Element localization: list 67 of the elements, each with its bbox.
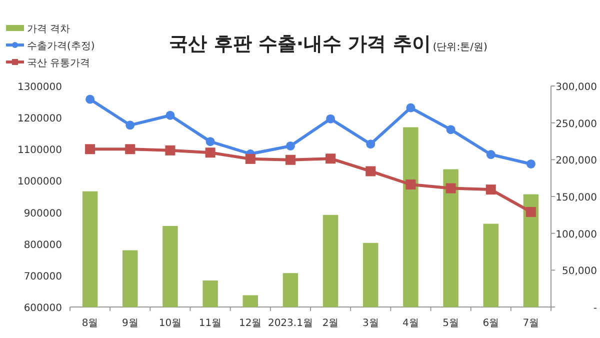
point — [486, 150, 496, 160]
point — [85, 144, 96, 154]
y2-tick-label: 50,000 — [562, 266, 597, 278]
point — [326, 154, 336, 164]
y2-tick-label: 300,000 — [556, 82, 597, 93]
bar — [202, 280, 218, 307]
y-tick-label: 1300000 — [17, 82, 62, 93]
point — [326, 114, 336, 124]
bar — [282, 273, 298, 307]
bar — [363, 242, 378, 307]
bar — [322, 214, 338, 307]
y-tick-label: 1000000 — [17, 176, 62, 188]
point — [446, 183, 456, 194]
x-tick-label: 7월 — [522, 318, 540, 329]
x-tick-label: 4월 — [402, 318, 419, 329]
y-tick-label: 800000 — [24, 240, 62, 251]
legend-label: 국산 유통가격 — [27, 58, 90, 69]
x-tick-label: 11월 — [198, 318, 222, 329]
point — [166, 110, 175, 120]
point — [125, 144, 136, 154]
y2-tick-label: 100,000 — [556, 229, 597, 240]
chart-title: 국산 후판 수출·내수 가격 추이 — [169, 33, 431, 55]
x-tick-label: 10월 — [158, 318, 182, 329]
y2-tick-label: - — [593, 303, 598, 314]
bar — [523, 194, 539, 307]
point — [285, 154, 296, 165]
point — [366, 166, 376, 176]
y-tick-label: 1100000 — [17, 145, 62, 156]
point — [165, 145, 176, 156]
bar — [82, 191, 98, 307]
point — [406, 103, 416, 112]
chart-subtitle: (단위:톤/원) — [432, 42, 488, 53]
bar — [242, 295, 258, 307]
point — [86, 94, 95, 104]
point — [406, 180, 416, 190]
y2-tick-label: 200,000 — [556, 156, 597, 167]
bar — [162, 226, 178, 307]
point — [126, 120, 135, 130]
y-tick-label: 1200000 — [17, 114, 62, 125]
point — [245, 154, 256, 164]
point — [446, 125, 456, 134]
y-tick-label: 700000 — [24, 271, 62, 282]
bar — [122, 250, 138, 307]
legend-label: 수출가격(추정) — [27, 41, 95, 52]
x-tick-label: 3월 — [362, 318, 379, 329]
x-tick-label: 6월 — [482, 318, 500, 329]
y-tick-label: 600000 — [24, 303, 62, 314]
x-tick-label: 8월 — [82, 318, 98, 329]
point — [366, 140, 376, 149]
point — [286, 141, 295, 150]
point — [526, 159, 536, 168]
x-tick-label: 2023.1월 — [268, 318, 313, 329]
y2-tick-label: 250,000 — [556, 118, 597, 130]
bar — [483, 224, 498, 307]
x-tick-label: 2월 — [322, 318, 339, 329]
x-tick-label: 12월 — [239, 318, 262, 329]
bar — [443, 169, 458, 307]
point — [206, 137, 215, 146]
legend-label: 가격 격차 — [27, 24, 70, 35]
bar — [403, 127, 418, 307]
y-tick-label: 900000 — [24, 208, 62, 220]
point — [486, 184, 496, 195]
x-tick-label: 9월 — [122, 318, 138, 329]
y2-tick-label: 150,000 — [556, 192, 597, 204]
point — [526, 206, 536, 217]
x-tick-label: 5월 — [442, 318, 459, 329]
point — [205, 148, 216, 158]
